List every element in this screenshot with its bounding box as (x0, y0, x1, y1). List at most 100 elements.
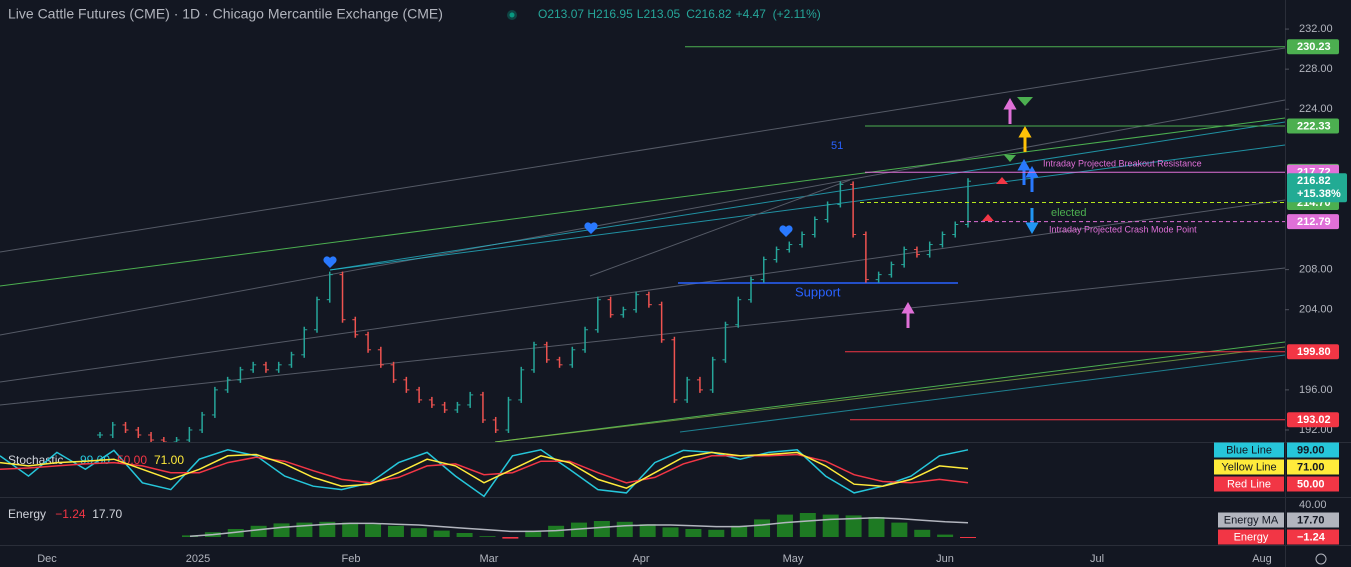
series-badge-name: Yellow Line (1221, 461, 1276, 473)
price-bar (250, 361, 257, 373)
energy-bar (387, 525, 404, 537)
price-bar (339, 271, 346, 323)
price-badge-label: 199.80 (1297, 346, 1331, 358)
x-tick-label: Jun (936, 553, 954, 565)
energy-bar (868, 517, 885, 537)
energy-bar (914, 529, 931, 537)
price-bar (505, 396, 512, 433)
energy-bar (937, 534, 954, 537)
channel-line (494, 346, 1285, 442)
energy-bar (227, 529, 244, 537)
energy-bar (662, 527, 679, 537)
triangle-up (996, 177, 1008, 184)
series-badge-value: 50.00 (1297, 478, 1325, 490)
price-bar (786, 241, 793, 253)
energy-bar (960, 537, 976, 538)
price-bar (377, 346, 384, 368)
series-badge (1287, 529, 1339, 545)
chart-title: Live Cattle Futures (CME) · 1D · Chicago… (8, 6, 443, 22)
arrow-up (1017, 158, 1031, 185)
price-bar (748, 276, 754, 303)
price-bar (390, 361, 397, 383)
price-bar (939, 231, 946, 248)
energy-bar (479, 536, 496, 537)
series-badge-name: Blue Line (1226, 444, 1272, 456)
price-bar (633, 291, 640, 313)
price-bar (160, 436, 167, 442)
channel-line (679, 354, 1285, 433)
energy-bar (891, 522, 908, 537)
price-bar (352, 316, 359, 338)
energy-ma (189, 517, 969, 537)
price-bar (199, 411, 206, 433)
price-bar (760, 256, 767, 283)
price-bar (594, 296, 601, 333)
price-badge-label: 212.79 (1297, 216, 1331, 228)
last-price-badge (1287, 173, 1347, 203)
energy-bar (410, 528, 427, 537)
series-badge (1218, 529, 1284, 545)
energy-bar (342, 522, 359, 537)
series-badge-value: 71.00 (1297, 461, 1325, 473)
price-bar (314, 296, 320, 333)
annotation: Intraday Projected Crash Mode Point (1049, 224, 1197, 234)
energy-bar (593, 521, 610, 537)
y-tick-label: 232.00 (1299, 23, 1333, 35)
series-badge (1214, 476, 1284, 492)
legend-value: 71.00 (154, 453, 184, 467)
price-bar (837, 181, 844, 208)
series-badge (1287, 442, 1339, 458)
price-bar (326, 271, 333, 303)
price-bar (531, 341, 537, 373)
quote-value: O213.07 (538, 7, 584, 21)
price-bar (97, 431, 103, 438)
price-bar (620, 306, 627, 318)
price-badge-label: 230.23 (1297, 41, 1331, 53)
series-badge-value: −1.24 (1297, 531, 1326, 543)
price-bar (262, 361, 269, 373)
quote-value: H216.95 (587, 7, 633, 21)
energy-bar (616, 521, 633, 537)
energy-bar (433, 530, 450, 537)
energy-bar (731, 525, 748, 537)
price-bar (862, 231, 869, 283)
price-bar (428, 396, 435, 408)
price-bar (122, 421, 129, 433)
energy-bar (250, 525, 267, 537)
quote-value: L213.05 (637, 7, 681, 21)
channel-line (0, 117, 1285, 287)
energy-bar (845, 515, 862, 537)
channel-line (0, 267, 1285, 406)
y-tick-label: 208.00 (1299, 264, 1333, 276)
price-bar (850, 181, 857, 238)
channel-line (0, 199, 1285, 383)
price-bar (237, 366, 244, 383)
price-bar (479, 391, 486, 423)
channel-line (494, 341, 1285, 442)
legend-value: −1.24 (55, 507, 86, 521)
energy-bar (754, 519, 771, 537)
triangle-down (1004, 155, 1016, 162)
price-bar (671, 336, 678, 403)
energy-bar (776, 514, 793, 537)
series-badge (1214, 442, 1284, 458)
energy-bar (571, 522, 587, 537)
price-bar (441, 401, 448, 413)
heart (584, 222, 598, 234)
price-bar (913, 246, 920, 258)
energy-bar (639, 524, 656, 537)
x-tick-label: Feb (342, 553, 361, 565)
x-tick-label: May (783, 553, 804, 565)
annotation: Intraday Projected Breakout Resistance (1043, 158, 1202, 168)
price-bar (658, 301, 665, 343)
heart (779, 225, 793, 237)
price-bar (799, 231, 806, 248)
price-bar (543, 341, 550, 363)
status-dot (509, 12, 515, 18)
channel-line (0, 99, 1285, 336)
settings-icon[interactable] (1315, 553, 1327, 565)
price-bar (148, 431, 155, 442)
channel-line (329, 144, 1285, 271)
series-badge-name: Energy (1234, 531, 1269, 543)
